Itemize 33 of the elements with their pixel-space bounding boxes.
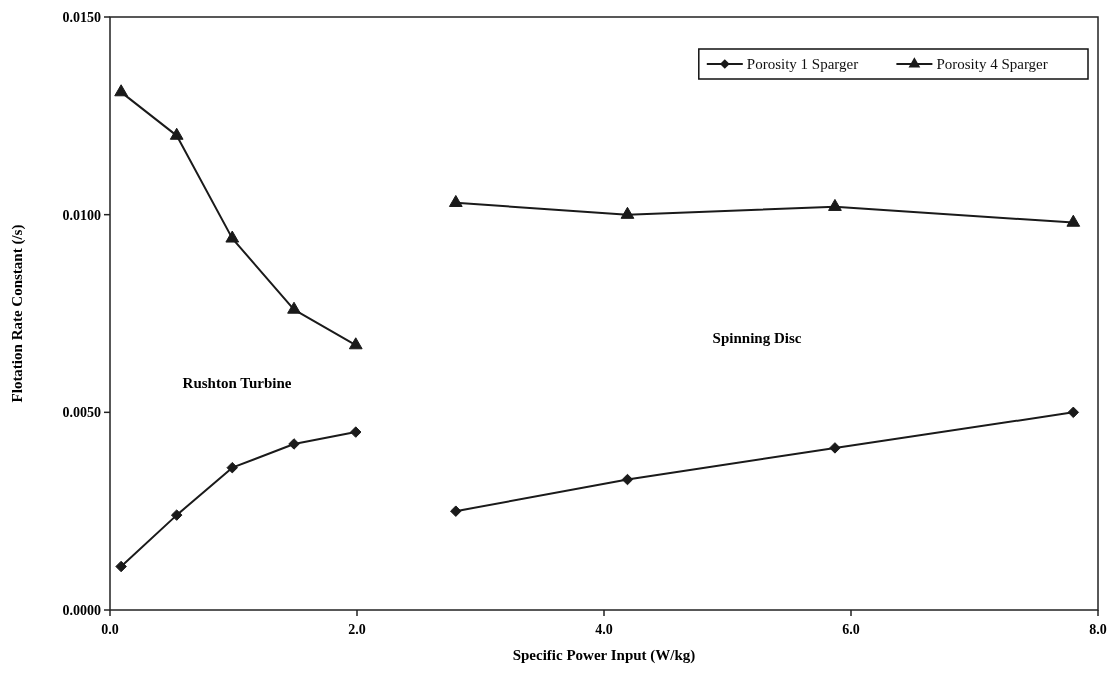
point (448, 194, 463, 207)
point (348, 337, 363, 350)
point (170, 509, 183, 521)
point (169, 127, 184, 140)
point (288, 438, 300, 450)
annotation: Rushton Turbine (182, 375, 292, 391)
point (828, 198, 842, 211)
point (225, 230, 240, 243)
point (621, 473, 634, 486)
point (1066, 214, 1081, 227)
point (226, 461, 238, 474)
point (350, 426, 362, 438)
point (114, 84, 128, 97)
point (829, 442, 841, 454)
y-tick-label: 0.0100 (62, 207, 101, 223)
annotation: Spinning Disc (712, 330, 802, 346)
y-tick-label: 0.0150 (62, 10, 101, 25)
point (620, 206, 635, 219)
point (450, 505, 462, 517)
point (287, 301, 301, 314)
x-axis-title: Specific Power Input (W/kg) (512, 647, 696, 664)
x-tick-label: 8.0 (1089, 622, 1107, 637)
y-tick-label: 0.0050 (62, 405, 101, 421)
y-axis-title: Flotation Rate Constant (/s) (9, 224, 26, 403)
legend-label: Porosity 4 Sparger (936, 56, 1048, 72)
x-tick-label: 0.0 (101, 622, 119, 637)
y-tick-label: 0.0000 (62, 603, 101, 618)
legend-label: Porosity 1 Sparger (746, 56, 859, 72)
x-tick-label: 4.0 (595, 622, 613, 637)
point (115, 560, 127, 573)
x-tick-label: 2.0 (348, 622, 366, 637)
x-tick-label: 6.0 (842, 622, 860, 637)
point (1067, 406, 1080, 419)
